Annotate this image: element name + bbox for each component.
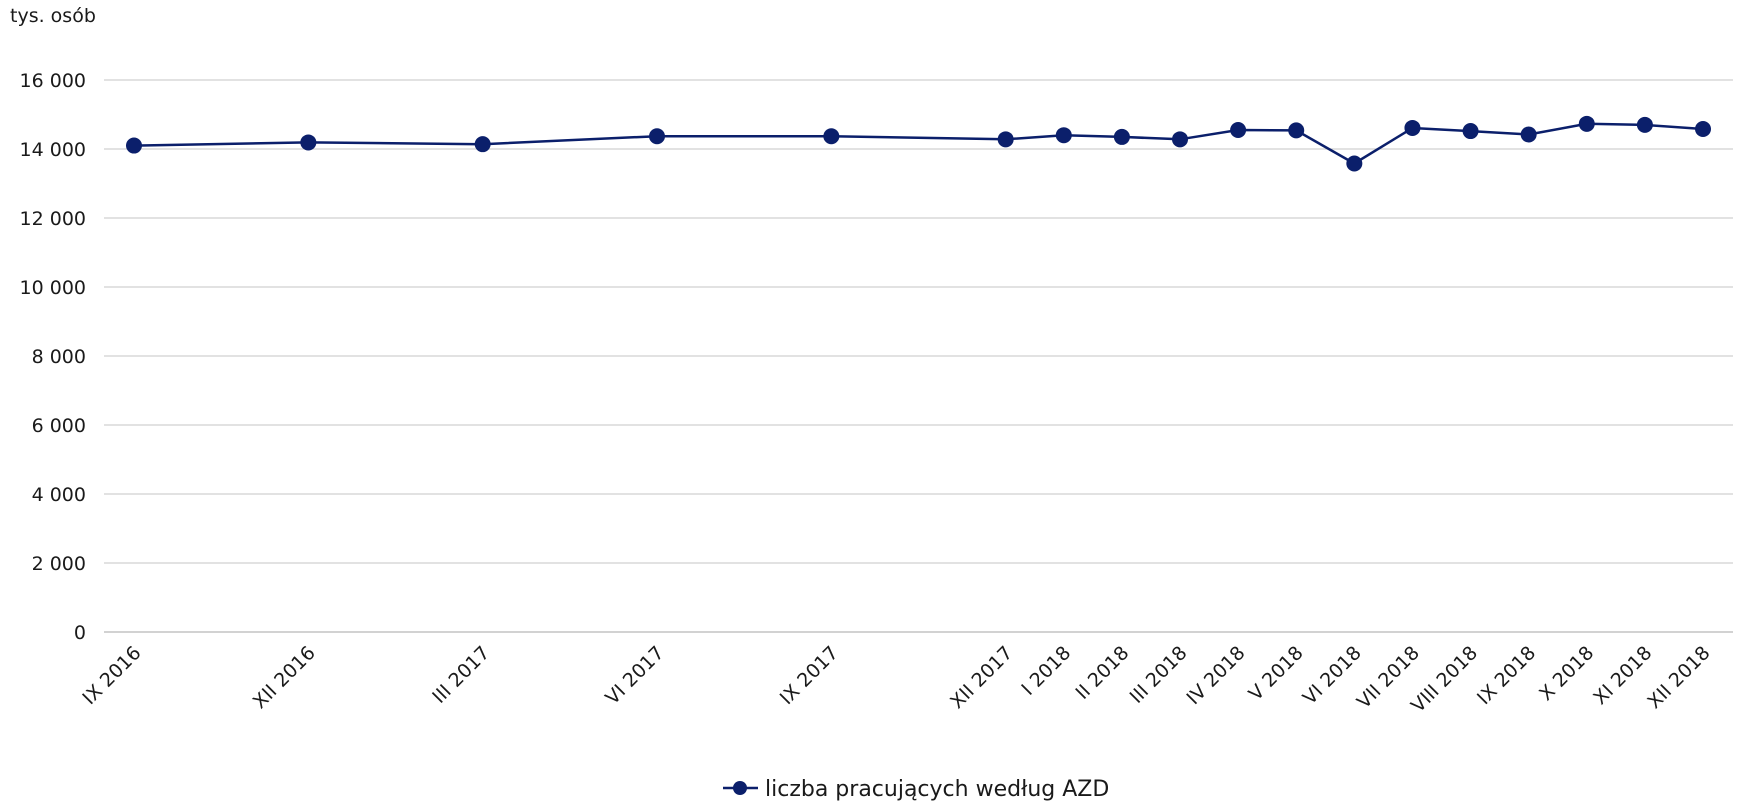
x-tick-label: V 2018 xyxy=(1245,642,1308,705)
legend: liczba pracujących według AZD xyxy=(723,777,1109,802)
x-tick-label: III 2018 xyxy=(1126,642,1192,708)
data-point xyxy=(997,131,1014,148)
x-tick-label: IX 2016 xyxy=(78,642,145,709)
data-point xyxy=(1404,119,1421,136)
x-tick-label: X 2018 xyxy=(1535,642,1598,705)
x-tick-label: XII 2016 xyxy=(249,642,320,713)
x-tick-label: XII 2017 xyxy=(946,642,1017,713)
x-tick-label: XII 2018 xyxy=(1643,642,1714,713)
gridlines xyxy=(104,79,1733,633)
y-tick-label: 2 000 xyxy=(32,553,86,575)
data-point xyxy=(1462,123,1479,140)
series-line xyxy=(133,122,1704,165)
y-tick-label: 10 000 xyxy=(20,277,86,299)
x-tick-label: II 2018 xyxy=(1071,642,1133,704)
y-tick-label: 16 000 xyxy=(20,70,86,92)
data-point xyxy=(823,128,840,145)
data-point xyxy=(1113,128,1130,145)
x-tick-label: III 2017 xyxy=(428,642,494,708)
x-tick-label: IX 2017 xyxy=(776,642,843,709)
y-tick-label: 8 000 xyxy=(32,346,86,368)
data-point xyxy=(1288,122,1305,139)
legend-swatch-marker xyxy=(733,781,747,795)
data-points xyxy=(126,115,1711,172)
y-tick-label: 12 000 xyxy=(20,208,86,230)
x-tick-label: I 2018 xyxy=(1017,642,1075,700)
data-point xyxy=(300,134,317,151)
legend-label: liczba pracujących według AZD xyxy=(765,777,1109,802)
data-point xyxy=(474,136,491,153)
y-axis-label: tys. osób xyxy=(10,5,96,27)
y-tick-labels: 0 2 000 4 000 6 000 8 000 10 000 12 000 14 000 1… xyxy=(20,70,86,644)
x-tick-labels: IX 2016 XII 2016 III 2017 VI 2017 IX 2017 XII… xyxy=(78,642,1714,717)
y-tick-label: 6 000 xyxy=(32,415,86,437)
data-point xyxy=(1346,155,1363,172)
data-point xyxy=(1695,120,1711,137)
data-point xyxy=(649,128,665,145)
x-tick-label: VI 2017 xyxy=(601,642,668,709)
data-point xyxy=(1636,116,1653,133)
data-point xyxy=(1230,122,1247,139)
y-tick-label: 4 000 xyxy=(32,484,86,506)
x-tick-label: IX 2018 xyxy=(1473,642,1540,709)
data-point xyxy=(126,137,142,154)
data-point xyxy=(1578,115,1595,132)
data-point xyxy=(1055,127,1072,144)
y-tick-label: 0 xyxy=(74,622,86,644)
data-point xyxy=(1172,131,1188,148)
y-tick-label: 14 000 xyxy=(20,139,86,161)
data-point xyxy=(1520,126,1537,143)
x-tick-label: IV 2018 xyxy=(1182,642,1249,709)
